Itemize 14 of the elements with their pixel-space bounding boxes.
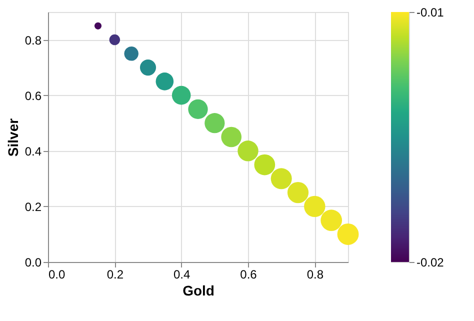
color-bar-label: -0.01 <box>416 6 444 20</box>
x-tick-label: 0.8 <box>306 268 324 282</box>
y-tick-label: 0.6 <box>24 88 42 103</box>
x-tick-label: 0.4 <box>173 268 190 282</box>
x-axis-title: Gold <box>182 282 214 298</box>
y-tick-label: 0.2 <box>24 200 42 214</box>
y-tick-label: 0.4 <box>24 144 42 158</box>
y-tick-label: 0.0 <box>24 256 42 270</box>
x-tick-label: 0.2 <box>106 268 124 282</box>
x-tick-label: 0.0 <box>48 268 66 282</box>
y-axis-title: Silver <box>4 118 21 157</box>
y-tick-label: 0.8 <box>24 33 42 48</box>
color-bar-label: -0.02 <box>416 256 444 270</box>
x-tick-label: 0.6 <box>240 268 258 282</box>
